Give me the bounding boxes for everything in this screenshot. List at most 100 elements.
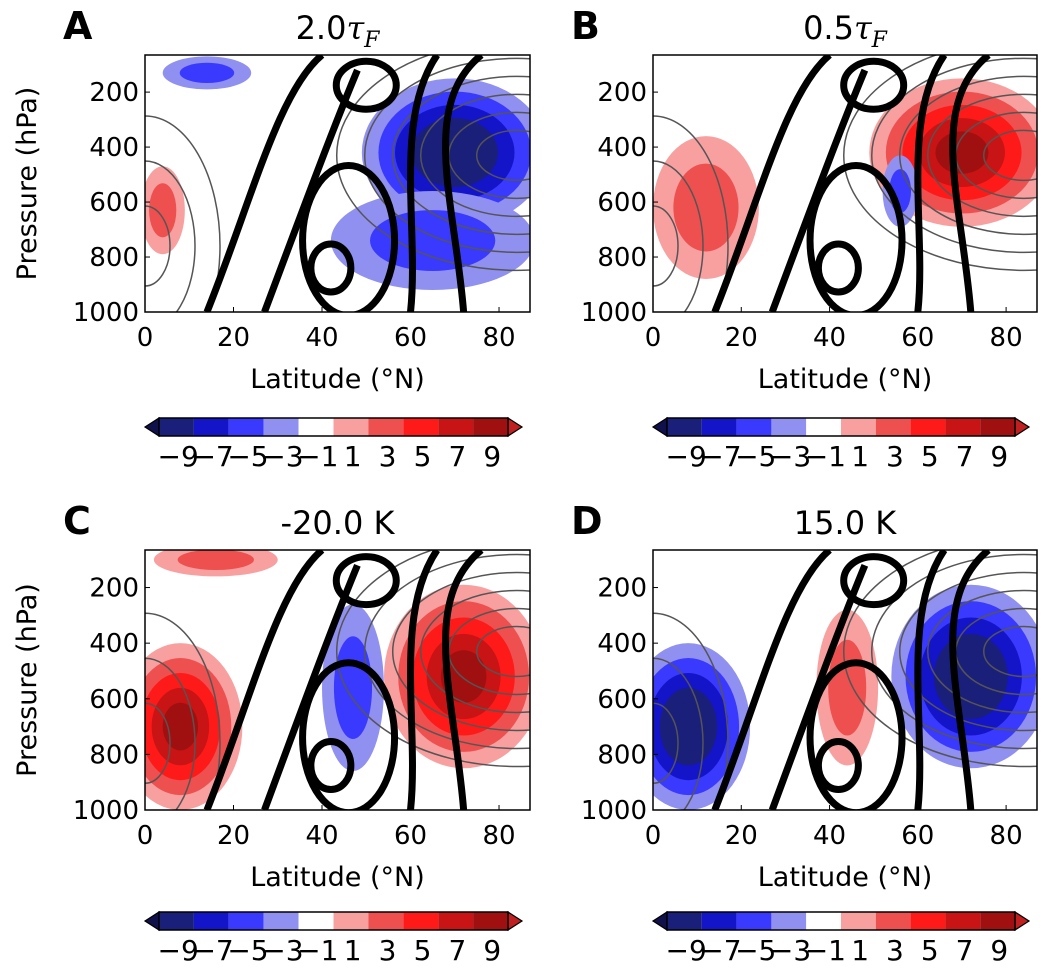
colorbar-tick-label: 1 bbox=[344, 934, 362, 967]
panel-D: 0 20 40 60 80 200 400 600 800 1000 Latitude (°N) D 1… bbox=[571, 499, 1038, 967]
jet-contour bbox=[475, 129, 530, 182]
panel-C: 0 20 40 60 80 200 400 600 800 1000 Latitude (°N) Pr… bbox=[12, 499, 531, 967]
colorbar-extend-high bbox=[1014, 416, 1031, 438]
anomaly-shading bbox=[177, 550, 254, 570]
colorbar-tick-label: −7 bbox=[192, 440, 233, 473]
colorbar-frame bbox=[158, 911, 509, 931]
x-axis-label: Latitude (°N) bbox=[758, 862, 932, 893]
y-tick-label: 400 bbox=[89, 629, 139, 659]
streamfunction-contour bbox=[814, 240, 862, 296]
anomaly-shading bbox=[670, 702, 706, 751]
x-tick-label: 0 bbox=[137, 821, 154, 851]
jet-contour bbox=[475, 625, 530, 678]
colorbar-swatch bbox=[667, 418, 702, 436]
axes-frame bbox=[144, 54, 531, 313]
panel-letter: B bbox=[571, 4, 600, 48]
jet-contour bbox=[145, 702, 171, 784]
colorbar-swatch bbox=[736, 418, 772, 436]
anomaly-shading bbox=[428, 131, 482, 174]
panel-A: 0 20 40 60 80 200 400 600 800 1000 Latitude (°N) Pr… bbox=[12, 4, 531, 473]
streamfunction-contour bbox=[711, 55, 832, 312]
panel-title: 0.5τF bbox=[803, 9, 888, 53]
streamfunction-contour bbox=[407, 55, 440, 312]
colorbar-extend-low bbox=[143, 416, 160, 438]
colorbar-swatch bbox=[875, 418, 911, 436]
colorbar-swatch bbox=[841, 418, 876, 436]
anomaly-shading bbox=[179, 62, 235, 84]
y-tick-label: 400 bbox=[597, 629, 647, 659]
jet-contour bbox=[899, 75, 1037, 236]
colorbar-swatch bbox=[910, 418, 946, 436]
anomaly-shading bbox=[333, 636, 373, 739]
jet-contour bbox=[364, 57, 530, 254]
streamfunction-contour bbox=[840, 57, 908, 113]
streamfunction-contour bbox=[261, 563, 361, 810]
anomaly-shading bbox=[370, 210, 496, 271]
jet-contour bbox=[899, 571, 1037, 732]
colorbar-swatch bbox=[298, 912, 334, 930]
colorbar-tick-label: 3 bbox=[886, 440, 904, 473]
plot-area bbox=[145, 550, 530, 810]
jet-contour bbox=[653, 160, 704, 312]
jet-contour bbox=[145, 657, 196, 810]
colorbar-swatch bbox=[193, 912, 229, 930]
colorbar-swatch bbox=[841, 912, 876, 930]
colorbar-swatch bbox=[159, 418, 194, 436]
jet-contour bbox=[653, 657, 704, 810]
jet-contour bbox=[653, 702, 679, 784]
colorbar-tick-label: 3 bbox=[886, 934, 904, 967]
jet-contour bbox=[364, 553, 530, 750]
x-tick-label: 60 bbox=[394, 323, 427, 353]
y-tick-label: 600 bbox=[597, 685, 647, 715]
streamfunction-contour bbox=[840, 553, 908, 609]
y-tick-label: 1000 bbox=[581, 298, 647, 328]
jet-contour bbox=[927, 589, 1037, 714]
colorbar-tick-label: −9 bbox=[158, 440, 199, 473]
colorbar-swatch bbox=[473, 418, 508, 436]
colorbar-swatch bbox=[473, 912, 508, 930]
colorbar-swatch bbox=[736, 912, 772, 930]
colorbar-tick-label: −7 bbox=[192, 934, 233, 967]
colorbar-swatch bbox=[667, 912, 702, 930]
streamfunction-contour bbox=[949, 550, 991, 810]
plot-area bbox=[653, 55, 1037, 312]
colorbar-swatch bbox=[771, 912, 807, 930]
jet-contour bbox=[843, 550, 1037, 768]
jet-contour bbox=[145, 205, 171, 287]
streamfunction-contour bbox=[949, 55, 991, 312]
jet-contour bbox=[392, 571, 530, 732]
streamfunction-contour bbox=[806, 659, 906, 810]
x-tick-label: 20 bbox=[217, 821, 250, 851]
colorbar-frame bbox=[158, 417, 509, 437]
colorbar-swatch bbox=[228, 912, 264, 930]
x-tick-label: 60 bbox=[901, 821, 934, 851]
plot-area bbox=[653, 550, 1037, 810]
x-tick-label: 80 bbox=[990, 323, 1023, 353]
x-tick-label: 40 bbox=[813, 821, 846, 851]
colorbar-swatch bbox=[910, 912, 946, 930]
colorbar-swatch bbox=[806, 418, 841, 436]
streamfunction-contour bbox=[307, 738, 355, 794]
colorbar: −9−7−5−3−1 1 3 5 7 9 bbox=[651, 416, 1031, 473]
jet-contour bbox=[653, 205, 679, 287]
y-tick-label: 600 bbox=[597, 188, 647, 218]
colorbar-extend-low bbox=[651, 910, 668, 932]
colorbar-swatch bbox=[701, 912, 737, 930]
jet-contour bbox=[420, 93, 530, 218]
colorbar-swatch bbox=[333, 418, 369, 436]
x-axis-label: Latitude (°N) bbox=[250, 364, 424, 395]
colorbar-swatch bbox=[701, 418, 737, 436]
panel-letter: C bbox=[63, 499, 91, 543]
colorbar-tick-label: −1 bbox=[297, 934, 338, 967]
colorbar-tick-label: −7 bbox=[700, 440, 741, 473]
y-tick-label: 400 bbox=[89, 133, 139, 163]
axes-frame bbox=[652, 54, 1038, 313]
colorbar-extend-low bbox=[143, 910, 160, 932]
colorbar-tick-label: 5 bbox=[921, 934, 939, 967]
colorbar-swatch bbox=[980, 912, 1015, 930]
colorbar-swatch bbox=[403, 912, 439, 930]
y-tick-label: 800 bbox=[597, 740, 647, 770]
streamfunction-contour bbox=[299, 162, 399, 312]
colorbar-tick-label: −5 bbox=[735, 440, 776, 473]
colorbar-swatch bbox=[333, 912, 369, 930]
